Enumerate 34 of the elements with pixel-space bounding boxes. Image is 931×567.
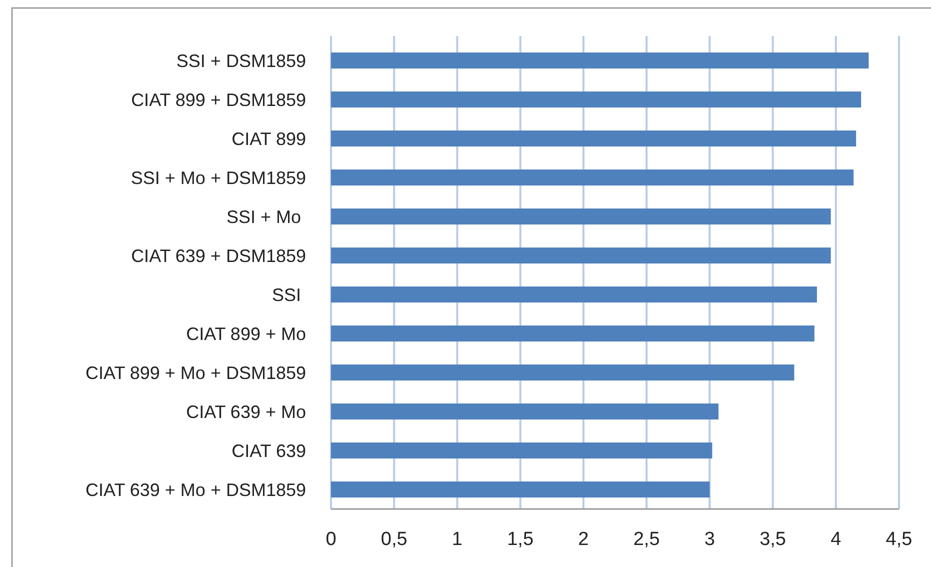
x-tick-label: 3,5 (760, 529, 786, 550)
x-tick-label: 4 (830, 529, 842, 550)
y-tick-label: SSI + Mo (226, 206, 306, 227)
bar (331, 326, 814, 342)
y-tick-label: SSI + Mo + DSM1859 (130, 168, 306, 188)
y-tick-label: CIAT 639 + DSM1859 (131, 246, 306, 266)
bar (331, 404, 718, 420)
y-tick-label: CIAT 899 + Mo (186, 324, 306, 344)
bar (331, 482, 710, 498)
y-tick-label: SSI (272, 284, 306, 305)
y-tick-label: CIAT 639 + Mo (186, 402, 306, 422)
bar (331, 286, 817, 302)
x-tick-label: 2 (578, 529, 589, 550)
y-tick-label: CIAT 899 + DSM1859 (131, 90, 306, 110)
bar (331, 52, 869, 68)
y-tick-label: CIAT 639 (232, 440, 306, 461)
bar (331, 92, 862, 108)
bar (331, 170, 854, 186)
bar (331, 130, 856, 146)
y-tick-label: CIAT 899 + Mo + DSM1859 (86, 362, 306, 383)
x-tick-label: 0,5 (380, 529, 408, 550)
bar (331, 442, 712, 458)
x-tick-label: 4,5 (886, 529, 912, 550)
bar (331, 248, 831, 264)
bar (331, 208, 831, 224)
y-tick-label: CIAT 899 (232, 128, 306, 149)
x-tick-label: 0 (326, 529, 336, 550)
x-tick-label: 1,5 (507, 529, 534, 550)
x-tick-label: 2,5 (633, 529, 660, 550)
y-tick-label: CIAT 639 + Mo + DSM1859 (86, 480, 306, 500)
x-tick-label: 1 (452, 529, 463, 550)
y-tick-label: SSI + DSM1859 (176, 50, 306, 71)
x-tick-label: 3 (704, 529, 715, 550)
bar (331, 364, 794, 380)
